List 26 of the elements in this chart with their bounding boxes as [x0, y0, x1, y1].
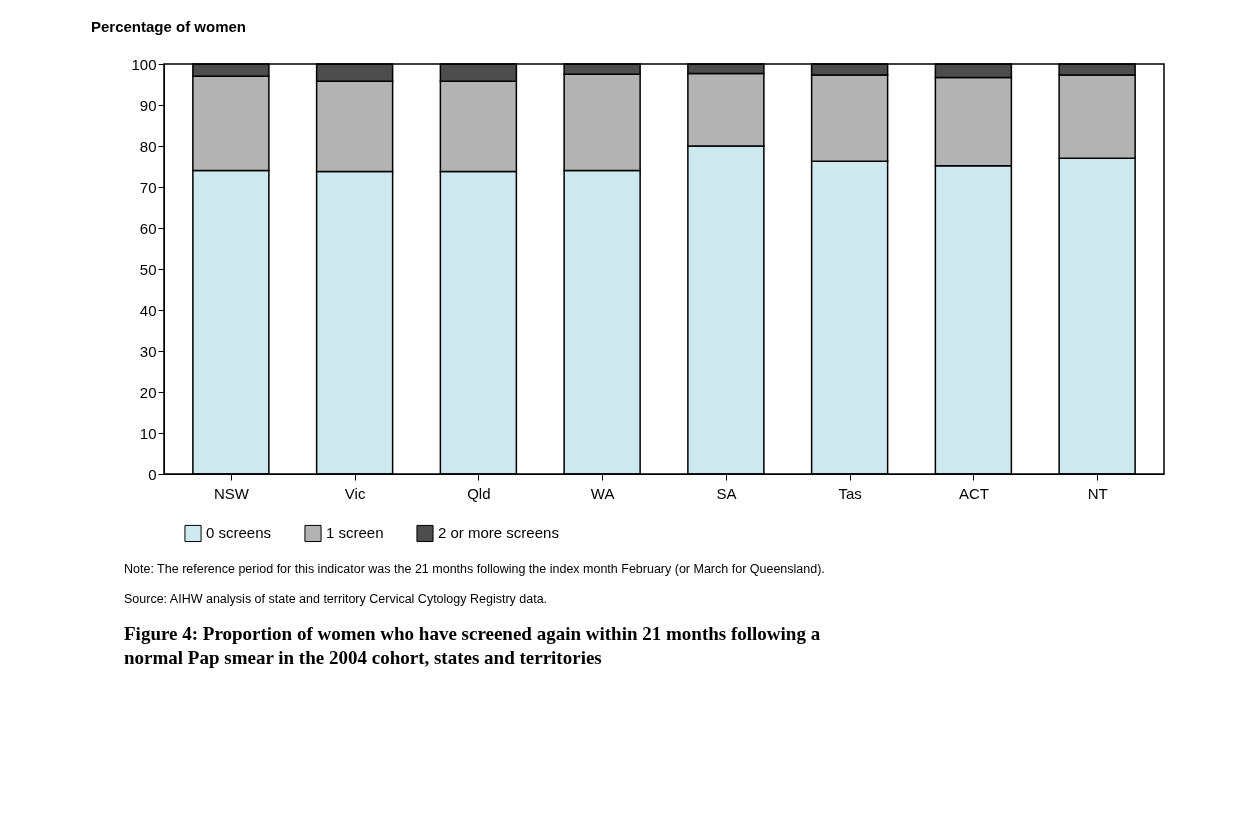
x-tick-label: NT — [1087, 484, 1108, 502]
y-tick-label: 40 — [139, 301, 157, 319]
y-tick-label: 100 — [131, 55, 157, 73]
x-tick-label: NSW — [213, 484, 250, 502]
y-tick-label: 20 — [139, 383, 157, 401]
x-tick-label: Qld — [467, 484, 491, 502]
text: Figure 4: Proportion of women who have screened again within 21 months following a normal Pap smear in the 2004 cohort, states and territories — [124, 623, 821, 668]
y-tick-label: 0 — [148, 465, 157, 483]
legend-label: 2 or more screens — [438, 524, 559, 542]
x-tick-label: WA — [590, 484, 615, 502]
y-tick-label: 80 — [139, 137, 157, 155]
y-tick-label: 90 — [139, 96, 157, 114]
x-tick-label: ACT — [958, 484, 989, 502]
y-tick-label: 10 — [139, 424, 157, 442]
y-tick-label: 60 — [139, 219, 157, 237]
source-note: Source: AIHW analysis of state and territory Cervical Cytology Registry data. — [124, 592, 548, 606]
legend-label: 0 screens — [206, 524, 272, 542]
x-tick-label: Vic — [344, 484, 366, 502]
y-axis-title: Percentage of women — [90, 18, 247, 35]
text: Note: The reference period for this indicator was the 21 months following the index month February (or March for Queensland). — [124, 562, 825, 576]
x-tick-label: Tas — [838, 484, 862, 502]
y-tick-label: 70 — [139, 178, 157, 196]
legend-label: 1 screen — [326, 524, 384, 542]
y-tick-label: 30 — [139, 342, 157, 360]
y-tick-label: 50 — [139, 260, 157, 278]
x-tick-label: SA — [716, 484, 737, 502]
